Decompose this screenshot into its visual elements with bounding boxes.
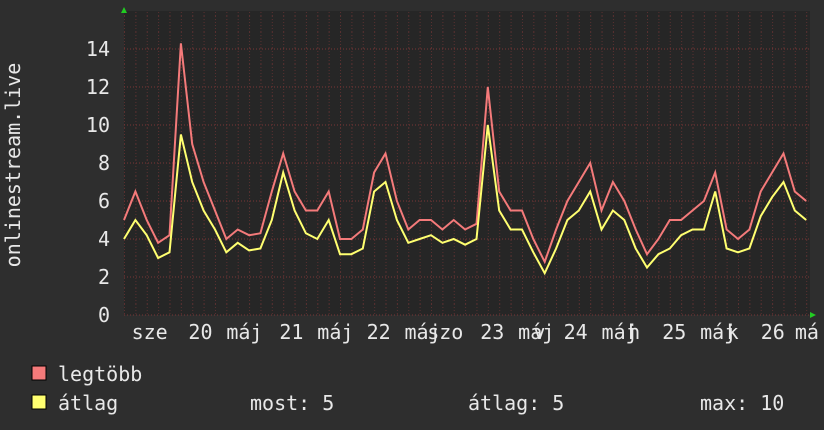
y-tick-label: 10: [86, 113, 110, 137]
x-tick-label: máj: [602, 320, 638, 344]
legend-swatch: [31, 365, 47, 381]
x-tick-label: máj: [700, 320, 736, 344]
legend-stat: átlag: 5: [468, 391, 564, 415]
x-tick-label: má: [795, 320, 819, 344]
x-tick-label: szo: [427, 320, 463, 344]
series-line: [123, 43, 807, 265]
x-tick-label: máj: [518, 320, 554, 344]
x-tick-label: máj: [317, 320, 353, 344]
x-tick-label: sze: [132, 320, 168, 344]
y-tick-label: 4: [98, 227, 110, 251]
x-tick-label: máj: [226, 320, 262, 344]
y-tick-label: 8: [98, 151, 110, 175]
y-tick-label: 2: [98, 265, 110, 289]
x-tick-label: v: [533, 320, 545, 344]
x-tick-label: h: [628, 320, 640, 344]
legend-stat: max: 10: [700, 391, 784, 415]
x-tick-label: 25: [662, 320, 686, 344]
x-tick-label: máj: [404, 320, 440, 344]
y-arrow: [121, 7, 127, 13]
legend-stat: most: 5: [250, 391, 334, 415]
series-line: [123, 124, 807, 276]
x-arrow: [810, 312, 816, 318]
y-tick-label: 14: [86, 37, 110, 61]
legend-label: legtöbb: [58, 362, 142, 386]
legend-label: átlag: [58, 391, 118, 415]
x-tick-label: k: [727, 320, 739, 344]
y-tick-label: 6: [98, 189, 110, 213]
y-axis-label: onlinestream.live: [1, 63, 25, 268]
x-tick-label: 23: [480, 320, 504, 344]
x-tick-label: 24: [564, 320, 588, 344]
x-tick-label: 20: [188, 320, 212, 344]
x-tick-label: 26: [761, 320, 785, 344]
y-tick-label: 0: [98, 303, 110, 327]
y-tick-label: 12: [86, 75, 110, 99]
x-tick-label: 22: [367, 320, 391, 344]
x-tick-label: 21: [279, 320, 303, 344]
legend-swatch: [31, 394, 47, 410]
